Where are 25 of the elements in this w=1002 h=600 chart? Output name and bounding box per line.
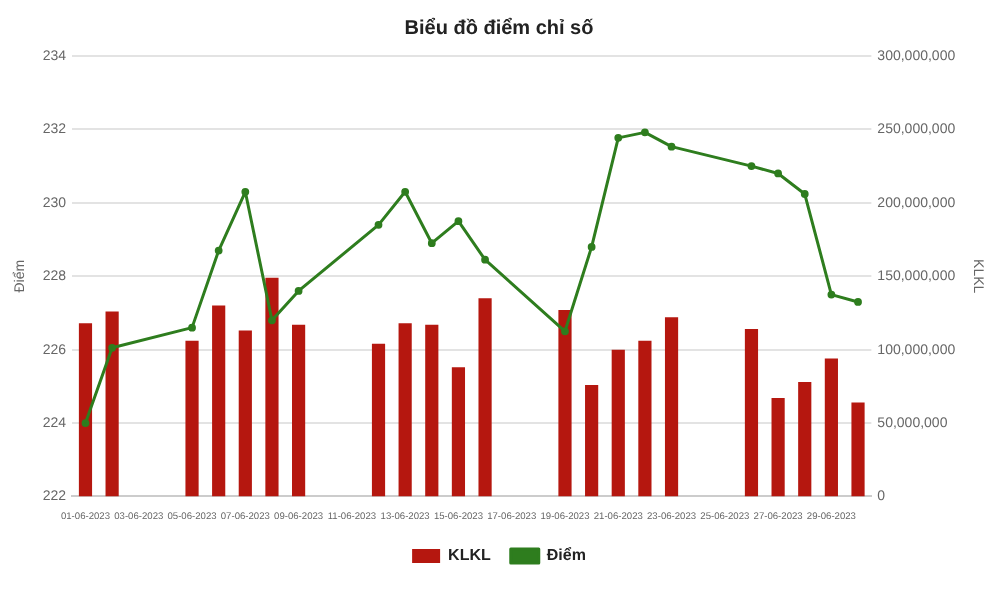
bar bbox=[398, 323, 412, 497]
bar bbox=[638, 340, 652, 497]
bar bbox=[238, 330, 252, 497]
bar bbox=[744, 329, 759, 497]
bar bbox=[212, 305, 226, 497]
bar bbox=[451, 367, 466, 497]
bar bbox=[185, 340, 199, 497]
bar bbox=[851, 402, 865, 497]
bar bbox=[664, 317, 679, 497]
chart-title: Biểu đồ điểm chỉ số bbox=[404, 15, 594, 40]
bar bbox=[798, 381, 812, 497]
bar bbox=[425, 324, 439, 497]
bar bbox=[558, 310, 572, 497]
bar bbox=[771, 398, 785, 497]
bar bbox=[371, 343, 386, 497]
bar bbox=[824, 358, 838, 497]
bar bbox=[265, 277, 279, 497]
bar bbox=[105, 311, 119, 497]
bar bbox=[292, 324, 306, 497]
bar bbox=[611, 349, 625, 497]
bar bbox=[478, 298, 492, 497]
legend-label: Điểm bbox=[546, 546, 586, 565]
legend-label: KLKL bbox=[448, 546, 491, 565]
bar bbox=[78, 323, 93, 497]
bar bbox=[585, 384, 599, 497]
